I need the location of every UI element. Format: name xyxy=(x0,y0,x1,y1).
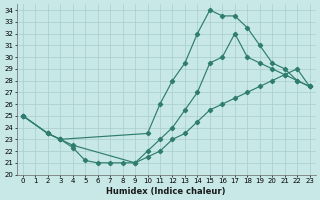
X-axis label: Humidex (Indice chaleur): Humidex (Indice chaleur) xyxy=(107,187,226,196)
